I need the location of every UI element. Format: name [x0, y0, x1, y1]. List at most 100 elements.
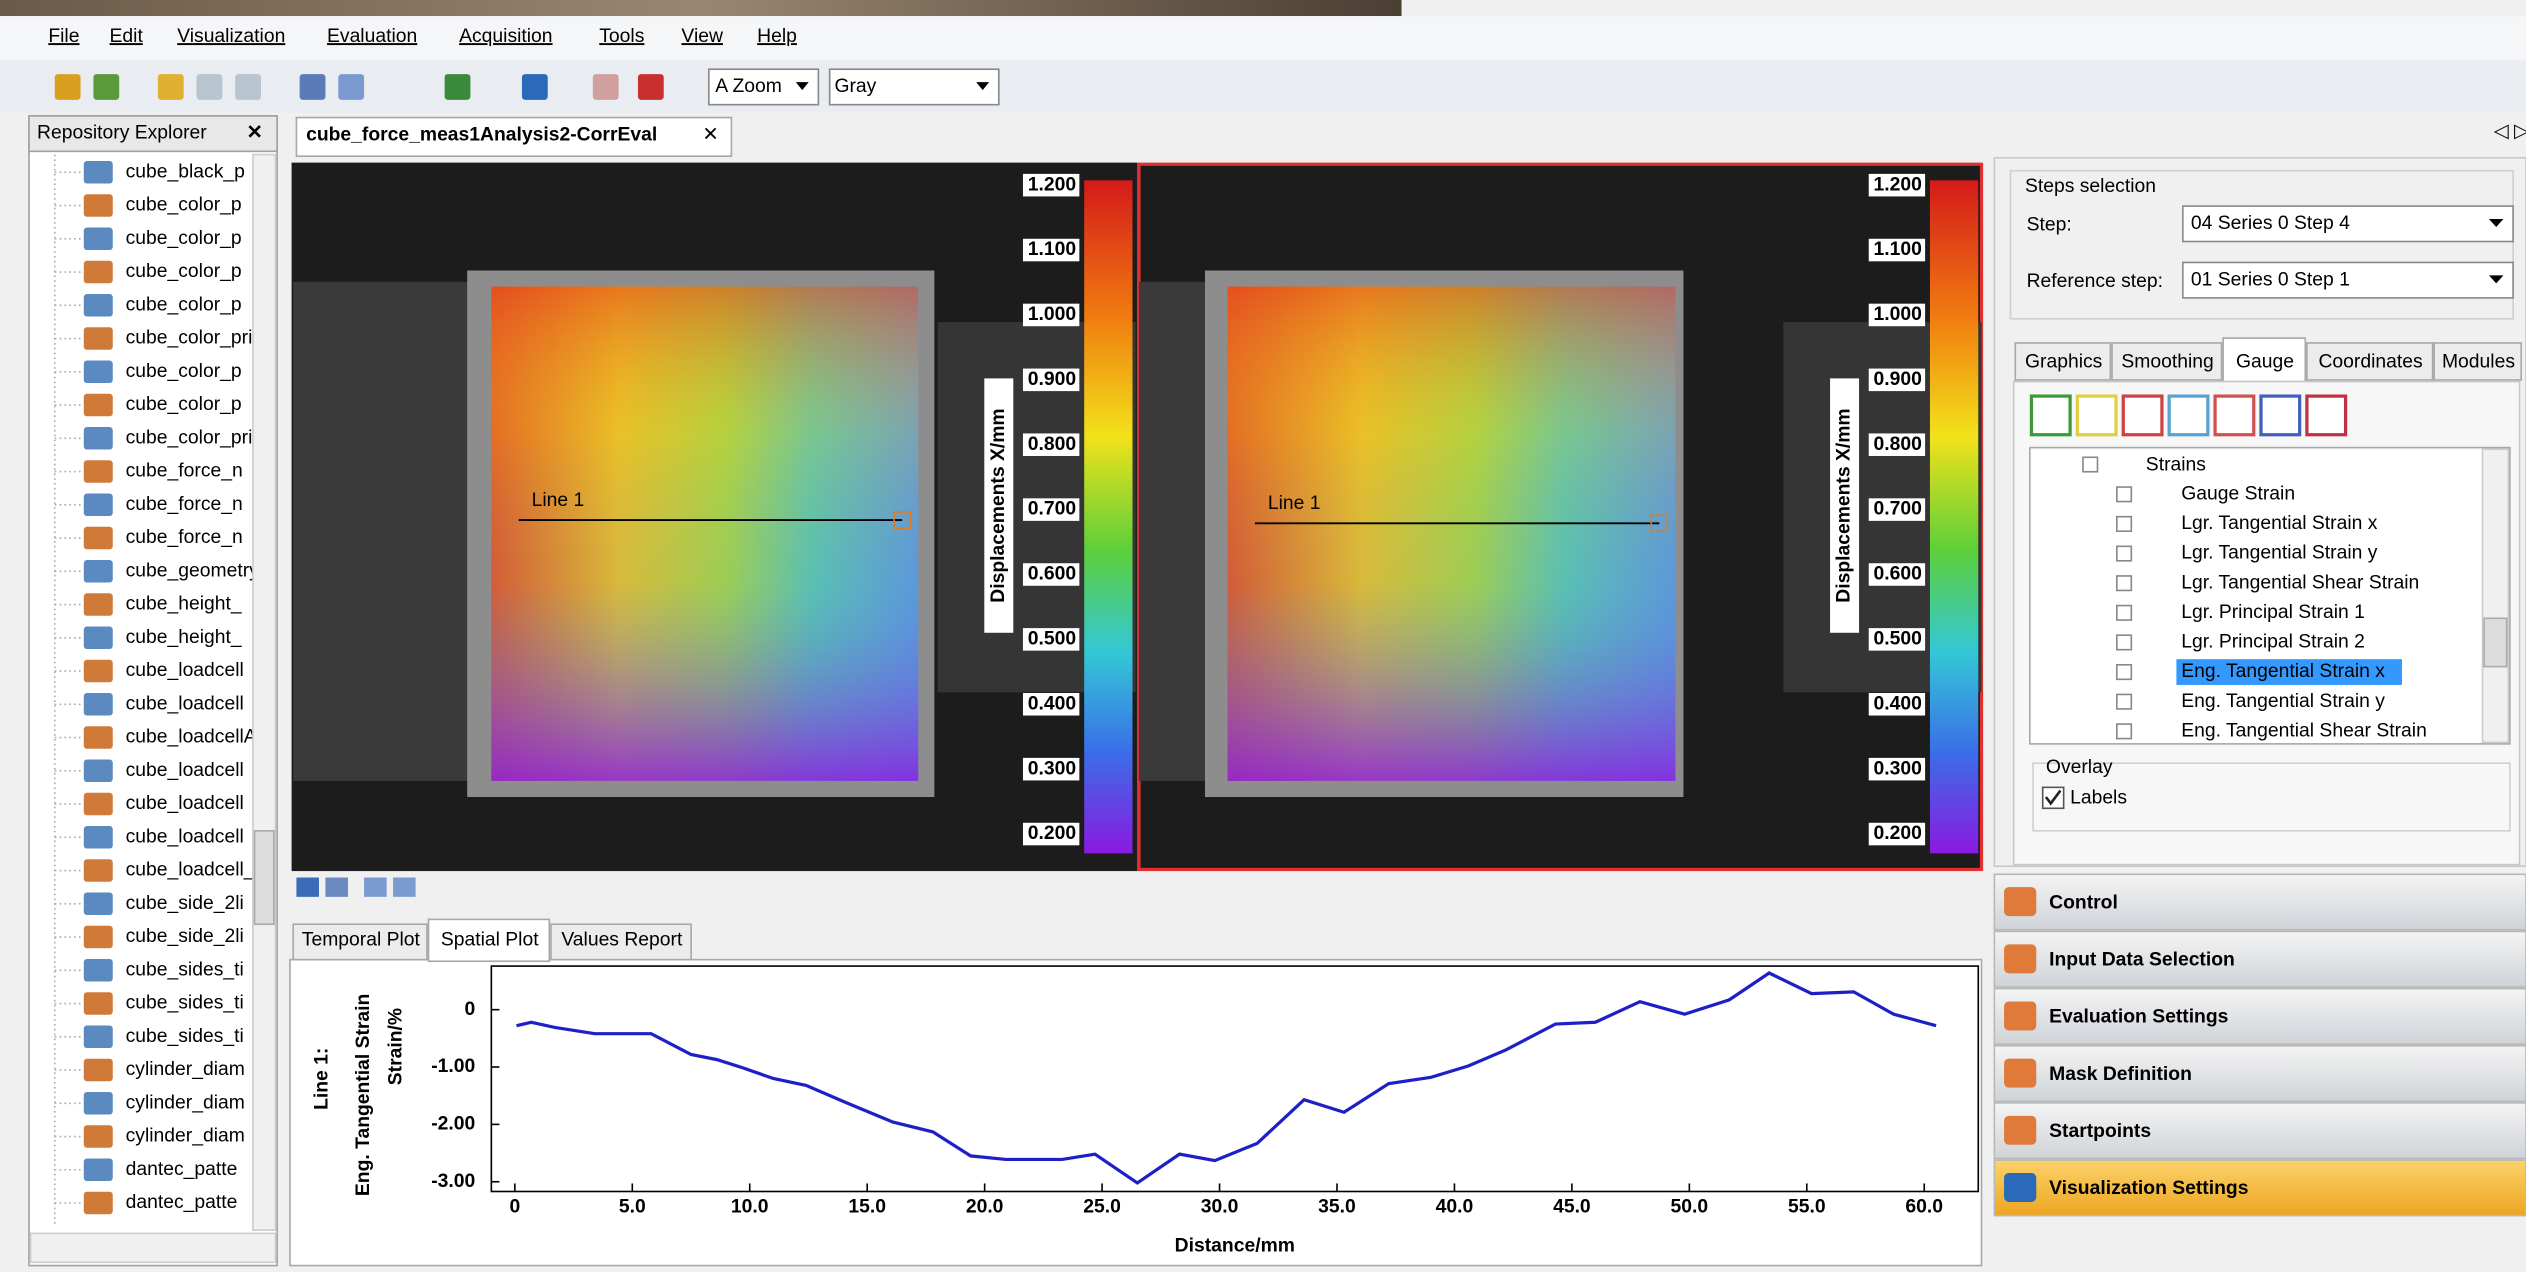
repository-item[interactable]: cylinder_diam	[126, 1092, 245, 1113]
palette-label: Gray	[834, 76, 876, 97]
tree-expand[interactable]	[2117, 665, 2131, 679]
repository-item[interactable]: cube_loadcell_t	[126, 860, 261, 881]
menu-item[interactable]: View	[681, 26, 723, 47]
tab-close[interactable]: ✕	[702, 124, 718, 145]
tree-item[interactable]: Eng. Tangential Strain x	[2181, 661, 2385, 682]
menu-item[interactable]: Evaluation	[327, 26, 417, 47]
repository-item[interactable]: cube_geometry	[126, 560, 260, 581]
colorbar-label: Displacements X/mm	[988, 408, 1009, 602]
x-tick-label: 60.0	[1905, 1197, 1943, 1218]
tree-item[interactable]: Lgr. Principal Strain 2	[2181, 632, 2365, 653]
repository-item[interactable]: cube_sides_ti	[126, 1026, 244, 1047]
repository-item[interactable]: cube_sides_ti	[126, 993, 244, 1014]
repository-item[interactable]: cylinder_diam	[126, 1059, 245, 1080]
tree-expand[interactable]	[2117, 517, 2131, 531]
x-tick-label: 5.0	[619, 1197, 646, 1218]
repository-item[interactable]: cube_color_p	[126, 228, 242, 249]
step-label: Step:	[2027, 215, 2072, 236]
tree-expand[interactable]	[2117, 487, 2131, 501]
tree-expand[interactable]	[2117, 546, 2131, 560]
tree-item[interactable]: Lgr. Principal Strain 1	[2181, 602, 2365, 623]
view-button[interactable]	[393, 878, 416, 897]
repository-item[interactable]: cube_height_	[126, 627, 242, 648]
item-icon	[84, 793, 113, 816]
repository-item[interactable]: cylinder_diam	[126, 1126, 245, 1147]
repository-item[interactable]: cube_loadcell	[126, 793, 244, 814]
tree-item[interactable]: Lgr. Tangential Shear Strain	[2181, 572, 2419, 593]
view-button[interactable]	[296, 878, 319, 897]
colorbar	[1084, 180, 1132, 853]
gauge-tool[interactable]	[2031, 396, 2070, 435]
repository-item[interactable]: cube_color_p	[126, 261, 242, 282]
toolbar-button[interactable]	[300, 74, 326, 100]
item-icon	[84, 926, 113, 949]
toolbar-button[interactable]	[235, 74, 261, 100]
x-tick-label: 20.0	[966, 1197, 1004, 1218]
repository-item[interactable]: cube_force_n	[126, 461, 243, 482]
tree-expand[interactable]	[2117, 635, 2131, 649]
tree-item[interactable]: Eng. Tangential Shear Strain	[2181, 720, 2427, 741]
item-icon	[84, 693, 113, 716]
repository-item[interactable]: cube_force_n	[126, 494, 243, 515]
tree-collapse[interactable]	[2083, 457, 2097, 471]
toolbar-button[interactable]	[338, 74, 364, 100]
steps-title: Steps selection	[2025, 176, 2156, 197]
tree-item[interactable]: Lgr. Tangential Strain y	[2181, 543, 2378, 564]
gauge-tool[interactable]	[2307, 396, 2346, 435]
repository-item[interactable]: dantec_patte	[126, 1192, 238, 1213]
tree-expand[interactable]	[2117, 694, 2131, 708]
repository-item[interactable]: cube_side_2li	[126, 893, 244, 914]
menu-item[interactable]: Tools	[599, 26, 644, 47]
repository-item[interactable]: cube_color_prir	[126, 427, 260, 448]
repository-item[interactable]: cube_sides_ti	[126, 959, 244, 980]
repository-item[interactable]: cube_color_p	[126, 294, 242, 315]
repository-item[interactable]: dantec_patte	[126, 1159, 238, 1180]
repository-item[interactable]: cube_color_prir	[126, 328, 260, 349]
repository-item[interactable]: cube_force_n	[126, 527, 243, 548]
tree-scroll-thumb[interactable]	[2484, 618, 2507, 666]
gauge-tool[interactable]	[2169, 396, 2208, 435]
repository-item[interactable]: cube_loadcellAr	[126, 727, 264, 748]
toolbar-button[interactable]	[445, 74, 471, 100]
toolbar-button[interactable]	[158, 74, 184, 100]
view-button[interactable]	[364, 878, 387, 897]
tree-item[interactable]: Lgr. Tangential Strain x	[2181, 513, 2378, 534]
repository-item[interactable]: cube_color_p	[126, 394, 242, 415]
gauge-tool[interactable]	[2123, 396, 2162, 435]
tree-scrollbar	[2483, 449, 2509, 742]
close-icon[interactable]: ✕	[246, 123, 262, 144]
menu-item[interactable]: Acquisition	[459, 26, 552, 47]
gauge-tool[interactable]	[2077, 396, 2116, 435]
menu-item[interactable]: File	[48, 26, 79, 47]
scroll-thumb[interactable]	[255, 831, 274, 924]
repository-item[interactable]: cube_loadcell	[126, 660, 244, 681]
tree-item[interactable]: Gauge Strain	[2181, 483, 2295, 504]
toolbar-button[interactable]	[593, 74, 619, 100]
tree-item[interactable]: Eng. Tangential Strain y	[2181, 691, 2385, 712]
toolbar-button[interactable]	[638, 74, 664, 100]
toolbar-button[interactable]	[522, 74, 548, 100]
repository-item[interactable]: cube_height_	[126, 594, 242, 615]
toolbar-button[interactable]	[93, 74, 119, 100]
gauge-tool[interactable]	[2215, 396, 2254, 435]
tree-expand[interactable]	[2117, 724, 2131, 738]
repository-item[interactable]: cube_loadcell	[126, 826, 244, 847]
tab-scroll-arrows[interactable]: ◁ ▷	[2494, 121, 2526, 142]
repository-item[interactable]: cube_color_p	[126, 195, 242, 216]
gauge-tool[interactable]	[2261, 396, 2300, 435]
menu-item[interactable]: Edit	[110, 26, 144, 47]
toolbar-button[interactable]	[197, 74, 223, 100]
menu-item[interactable]: Visualization	[177, 26, 285, 47]
repository-item[interactable]: cube_black_p	[126, 161, 245, 182]
repository-item[interactable]: cube_loadcell	[126, 760, 244, 781]
x-tick-label: 0	[509, 1197, 520, 1218]
tree-expand[interactable]	[2117, 606, 2131, 620]
repository-item[interactable]: cube_side_2li	[126, 926, 244, 947]
view-button[interactable]	[325, 878, 348, 897]
toolbar-button[interactable]	[55, 74, 81, 100]
repository-item[interactable]: cube_color_p	[126, 361, 242, 382]
x-tick-label: 35.0	[1318, 1197, 1356, 1218]
repository-item[interactable]: cube_loadcell	[126, 693, 244, 714]
menu-item[interactable]: Help	[757, 26, 797, 47]
tree-expand[interactable]	[2117, 576, 2131, 590]
